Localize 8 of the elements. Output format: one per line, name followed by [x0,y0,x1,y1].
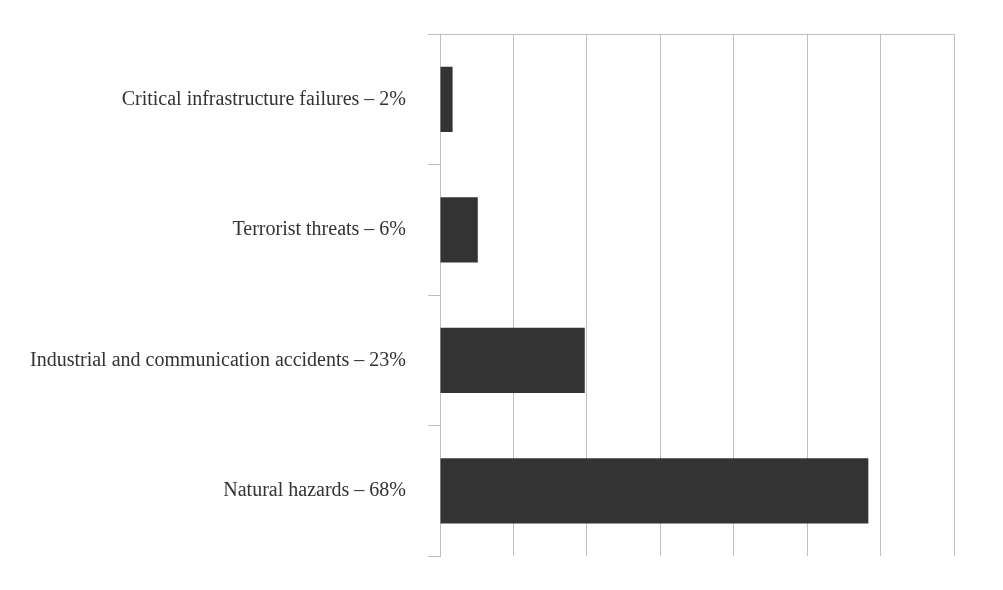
y-tick-label: Critical infrastructure failures – 2% [121,86,407,109]
bar [440,458,869,524]
bar [440,197,478,263]
y-tick-label: Terrorist threats – 6% [232,217,407,239]
y-tick-label: Natural hazards – 68% [223,478,407,500]
bar [440,66,453,132]
y-tick-label: Industrial and communication accidents – 23% [29,347,407,370]
bar [440,327,585,393]
